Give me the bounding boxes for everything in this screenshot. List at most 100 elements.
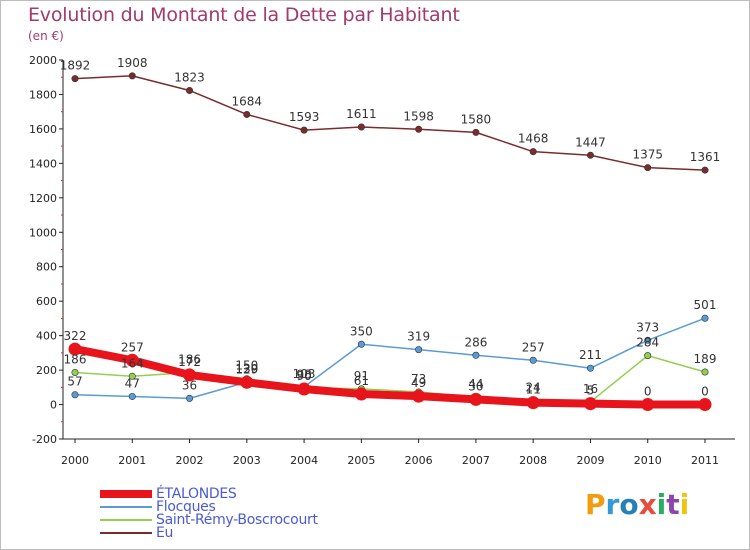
data-point	[357, 123, 365, 131]
data-point	[354, 387, 368, 401]
data-label: 36	[182, 378, 197, 392]
series-line-1	[74, 317, 706, 400]
data-label: 1375	[632, 148, 663, 162]
y-tick-label: 1000	[29, 226, 57, 239]
data-label: 211	[579, 348, 602, 362]
data-label: 1593	[289, 110, 320, 124]
x-tick-label: 2005	[347, 454, 375, 467]
data-point	[128, 392, 136, 400]
x-tick-label: 2008	[519, 454, 547, 467]
x-tick-label: 2009	[576, 454, 604, 467]
data-label: 164	[121, 356, 144, 370]
data-point	[300, 126, 308, 134]
data-label: 257	[522, 340, 545, 354]
data-label: 129	[235, 362, 258, 376]
data-label: 11	[526, 383, 541, 397]
data-label: 1468	[518, 132, 549, 146]
data-label: 189	[694, 352, 717, 366]
logo-letter: x	[638, 488, 657, 521]
data-label: 257	[121, 340, 144, 354]
data-point	[529, 148, 537, 156]
data-label: 44	[468, 377, 483, 391]
data-label: 47	[125, 376, 140, 390]
logo-letter: o	[619, 488, 639, 521]
proxiti-logo: Proxiti	[585, 488, 689, 521]
data-point	[526, 396, 540, 410]
data-point	[701, 166, 709, 174]
data-label: 1580	[461, 112, 492, 126]
data-label: 284	[636, 336, 659, 350]
logo-letter: r	[605, 488, 620, 521]
data-label: 1611	[346, 107, 377, 121]
logo-letter: i	[679, 488, 690, 521]
x-tick-label: 2000	[61, 454, 89, 467]
logo-letter: i	[656, 488, 667, 521]
data-label: 90	[296, 369, 311, 383]
chart-title: Evolution du Montant de la Dette par Hab…	[28, 4, 460, 26]
data-label: 172	[178, 355, 201, 369]
x-tick-label: 2011	[691, 454, 719, 467]
data-label: 1684	[232, 94, 263, 108]
data-label: 49	[411, 376, 426, 390]
data-point	[71, 369, 79, 377]
data-point	[128, 72, 136, 80]
data-label: 1892	[60, 59, 91, 73]
data-label: 286	[464, 335, 487, 349]
data-point	[698, 398, 712, 412]
data-point	[357, 340, 365, 348]
y-tick-label: -200	[32, 433, 57, 446]
data-label: 16	[583, 382, 598, 396]
data-label: 24	[526, 380, 541, 394]
y-tick-label: 1800	[29, 88, 57, 101]
data-label: 319	[407, 330, 430, 344]
legend-label-flocques: Flocques	[156, 499, 216, 515]
data-point	[644, 352, 652, 360]
y-tick-label: 0	[50, 399, 57, 412]
data-label: 1823	[174, 70, 205, 84]
data-label: 150	[235, 359, 258, 373]
data-point	[641, 398, 655, 412]
data-label: 186	[178, 353, 201, 367]
series-line-0	[71, 345, 709, 409]
data-label: 5	[587, 384, 595, 398]
data-label: 130	[235, 362, 258, 376]
data-point	[472, 128, 480, 136]
data-point	[71, 75, 79, 83]
logo-letter: t	[666, 488, 680, 521]
data-label: 1361	[690, 150, 721, 164]
data-label: 350	[350, 324, 373, 338]
data-point	[415, 125, 423, 133]
data-label: 61	[354, 374, 369, 388]
data-point	[243, 110, 251, 118]
x-tick-label: 2001	[118, 454, 146, 467]
data-label: 0	[701, 385, 709, 399]
x-tick-label: 2003	[233, 454, 261, 467]
data-label: 0	[644, 385, 652, 399]
y-tick-label: 1200	[29, 192, 57, 205]
data-point	[644, 164, 652, 172]
y-tick-label: 1400	[29, 157, 57, 170]
data-point	[186, 86, 194, 94]
data-point	[415, 346, 423, 354]
data-point	[240, 375, 254, 389]
data-label: 1447	[575, 135, 606, 149]
data-label: 91	[354, 369, 369, 383]
data-point	[529, 356, 537, 364]
data-label: 73	[411, 372, 426, 386]
x-tick-label: 2006	[405, 454, 433, 467]
data-point	[68, 342, 82, 356]
data-point	[586, 151, 594, 159]
data-point	[128, 372, 136, 380]
data-label: 501	[694, 298, 717, 312]
data-point	[644, 336, 652, 344]
data-point	[469, 392, 483, 406]
legend-label-etalondes: ÉTALONDES	[156, 486, 237, 502]
x-tick-label: 2002	[176, 454, 204, 467]
y-tick-label: 2000	[29, 54, 57, 67]
data-label: 103	[293, 367, 316, 381]
y-tick-label: 200	[36, 364, 57, 377]
x-tick-label: 2010	[634, 454, 662, 467]
legend-label-eu: Eu	[156, 525, 174, 541]
data-point	[701, 314, 709, 322]
